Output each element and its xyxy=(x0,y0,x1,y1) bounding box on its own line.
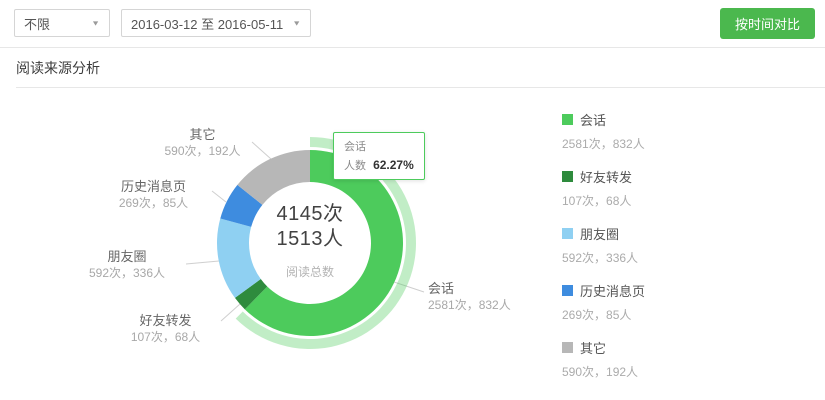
page-title: 阅读来源分析 xyxy=(16,60,100,76)
total-caption: 阅读总数 xyxy=(285,265,334,279)
donut-segments xyxy=(217,137,417,349)
legend-item-history[interactable]: 历史消息页 269次，85人 xyxy=(562,281,646,322)
slice-label-value: 269次，85人 xyxy=(118,196,189,210)
slice-label-session: 会话 2581次，832人 xyxy=(428,280,558,314)
legend-label: 历史消息页 xyxy=(580,284,646,299)
legend-item-moments[interactable]: 朋友圈 592次，336人 xyxy=(562,224,645,265)
legend-swatch xyxy=(562,114,573,125)
total-people: 1513人 xyxy=(276,228,344,250)
tooltip-metric: 人数 62.27% xyxy=(344,157,414,173)
legend-swatch xyxy=(562,285,573,296)
legend-detail: 2581次，832人 xyxy=(562,137,645,151)
donut-center: 4145次 1513人 阅读总数 xyxy=(250,202,370,280)
legend-detail: 592次，336人 xyxy=(562,251,639,265)
chart-tooltip: 会话 人数 62.27% xyxy=(333,132,425,180)
leader-line xyxy=(251,141,272,160)
legend-item-forward[interactable]: 好友转发 107次，68人 xyxy=(562,167,645,208)
donut-highlight-ring xyxy=(235,137,417,349)
slice-label-name: 会话 xyxy=(428,281,455,296)
legend-label: 其它 xyxy=(580,341,607,356)
slice-label-name: 好友转发 xyxy=(139,313,192,328)
legend-label: 会话 xyxy=(580,113,607,128)
chart-legend: 会话 2581次，832人 好友转发 107次，68人 朋友圈 592次，336… xyxy=(562,110,645,395)
slice-label-name: 历史消息页 xyxy=(120,179,186,194)
slice-label-value: 592次，336人 xyxy=(88,266,166,280)
leader-line xyxy=(211,190,227,203)
section-header: 阅读来源分析 xyxy=(0,48,825,88)
legend-swatch xyxy=(562,228,573,239)
slice-label-value: 2581次，832人 xyxy=(428,298,511,312)
chevron-down-icon: ▼ xyxy=(91,19,100,27)
slice-label-moments: 朋友圈 592次，336人 xyxy=(72,248,182,282)
slice-label-value: 107次，68人 xyxy=(130,330,201,344)
slice-label-value: 590次，192人 xyxy=(164,144,241,158)
donut-segment-0[interactable] xyxy=(244,150,404,336)
donut-segment-3[interactable] xyxy=(220,184,263,227)
donut-segment-1[interactable] xyxy=(234,279,268,310)
legend-detail: 269次，85人 xyxy=(562,308,632,322)
legend-item-other[interactable]: 其它 590次，192人 xyxy=(562,338,645,379)
date-range-dropdown[interactable]: 2016-03-12 至 2016-05-11 ▼ xyxy=(121,9,312,37)
legend-swatch xyxy=(562,342,573,353)
legend-label: 朋友圈 xyxy=(580,227,620,242)
legend-item-session[interactable]: 会话 2581次，832人 xyxy=(562,110,645,151)
slice-label-history: 历史消息页 269次，85人 xyxy=(96,178,211,212)
donut-segment-2[interactable] xyxy=(217,218,261,298)
tooltip-series-name: 会话 xyxy=(344,141,366,153)
legend-detail: 590次，192人 xyxy=(562,365,639,379)
compare-button[interactable]: 按时间对比 xyxy=(719,8,815,39)
legend-label: 好友转发 xyxy=(580,170,633,185)
total-reads: 4145次 xyxy=(276,203,344,225)
leader-line xyxy=(393,281,425,293)
donut-segment-4[interactable] xyxy=(237,150,310,205)
filter-dropdown[interactable]: 不限 ▼ xyxy=(14,9,110,37)
legend-detail: 107次，68人 xyxy=(562,194,632,208)
slice-label-other: 其它 590次，192人 xyxy=(150,126,255,160)
slice-label-name: 朋友圈 xyxy=(107,249,147,264)
slice-label-name: 其它 xyxy=(189,127,216,142)
tooltip-metric-label: 人数 xyxy=(344,160,366,172)
legend-swatch xyxy=(562,171,573,182)
chart-area: 4145次 1513人 阅读总数 会话 人数 62.27% 其它 590次，19… xyxy=(0,88,825,400)
filter-value: 不限 xyxy=(24,16,51,32)
toolbar: 不限 ▼ 2016-03-12 至 2016-05-11 ▼ 按时间对比 xyxy=(0,0,825,48)
leader-line xyxy=(220,303,241,322)
date-range-value: 2016-03-12 至 2016-05-11 xyxy=(131,16,284,32)
slice-label-forward: 好友转发 107次，68人 xyxy=(108,312,223,346)
tooltip-percent: 62.27% xyxy=(373,158,414,172)
chevron-down-icon: ▼ xyxy=(292,19,302,27)
leader-line xyxy=(185,260,220,265)
donut-chart xyxy=(185,137,425,349)
